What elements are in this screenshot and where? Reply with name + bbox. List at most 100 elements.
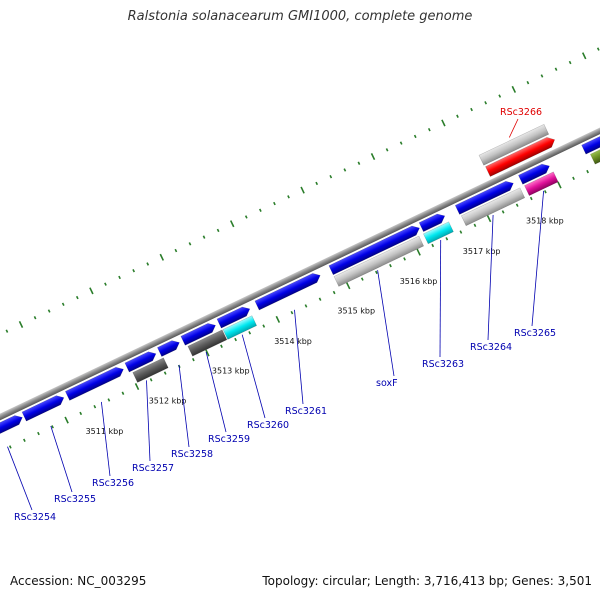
gene-label[interactable]: soxF bbox=[376, 378, 398, 389]
gene-label[interactable]: RSc3264 bbox=[470, 342, 512, 353]
gene-label[interactable]: RSc3265 bbox=[514, 328, 556, 339]
outer-tick bbox=[427, 127, 431, 132]
kbp-tick-label: 3518 kbp bbox=[526, 217, 564, 226]
outer-tick bbox=[343, 168, 347, 172]
inner-tick bbox=[346, 282, 351, 290]
gene-leader-line bbox=[146, 380, 151, 462]
gray-rsc3264[interactable] bbox=[460, 187, 526, 227]
outer-tick bbox=[61, 302, 65, 306]
outer-tick bbox=[104, 282, 107, 286]
outer-tick-ring bbox=[5, 47, 600, 333]
inner-tick bbox=[93, 404, 97, 409]
gene-label[interactable]: RSc3263 bbox=[422, 359, 464, 370]
cds-rsc3265[interactable] bbox=[518, 161, 551, 185]
cds-rsc3264[interactable] bbox=[454, 179, 515, 215]
inner-tick bbox=[37, 431, 40, 436]
gene-leader-line bbox=[377, 270, 395, 377]
rrna-rsc3259[interactable] bbox=[187, 329, 228, 357]
inner-tick bbox=[134, 383, 140, 391]
inner-tick-ring bbox=[8, 169, 589, 449]
gene-label[interactable]: RSc3258 bbox=[171, 449, 213, 460]
inner-tick bbox=[275, 315, 281, 323]
rrna-rsc3257[interactable] bbox=[132, 357, 169, 383]
feature-track bbox=[0, 113, 600, 449]
outer-tick bbox=[470, 107, 473, 112]
cds-rsc3258[interactable] bbox=[157, 338, 181, 357]
gene-leader-line bbox=[205, 351, 227, 433]
cds-rsc3261[interactable] bbox=[254, 271, 322, 311]
cds-rsc3260[interactable] bbox=[216, 304, 252, 329]
inner-tick bbox=[360, 277, 364, 281]
gene-label[interactable]: RSc3266 bbox=[500, 107, 542, 118]
inner-tick bbox=[501, 210, 505, 214]
outer-tick bbox=[581, 52, 587, 60]
outer-tick bbox=[456, 114, 459, 118]
inner-tick bbox=[375, 270, 378, 275]
misc-rsc3267[interactable] bbox=[590, 122, 600, 165]
outer-tick bbox=[385, 148, 389, 152]
inner-tick bbox=[107, 398, 111, 402]
outer-tick bbox=[273, 201, 276, 206]
cds-soxf[interactable] bbox=[328, 223, 422, 276]
gene-leader-line bbox=[439, 239, 442, 358]
gray-soxf[interactable] bbox=[333, 235, 424, 287]
genome-summary: Topology: circular; Length: 3,716,413 bp… bbox=[262, 574, 592, 588]
outer-tick bbox=[47, 309, 51, 313]
cds-rsc3254[interactable] bbox=[0, 413, 25, 449]
inner-tick bbox=[79, 411, 83, 416]
outer-tick bbox=[287, 195, 290, 199]
outer-tick bbox=[146, 262, 150, 266]
inner-tick bbox=[586, 169, 589, 174]
outer-tick bbox=[75, 295, 79, 300]
cds-rsc3263[interactable] bbox=[418, 211, 447, 232]
kbp-tick-label: 3512 kbp bbox=[149, 397, 187, 406]
gene-leader-line bbox=[7, 446, 33, 511]
gene-label[interactable]: RSc3259 bbox=[208, 434, 250, 445]
outer-tick bbox=[18, 320, 24, 328]
outer-tick bbox=[511, 85, 517, 93]
outer-tick bbox=[399, 141, 403, 145]
outer-tick bbox=[174, 248, 178, 253]
gene-label[interactable]: RSc3254 bbox=[14, 512, 56, 523]
cds-rsc3259[interactable] bbox=[180, 321, 218, 346]
outer-tick bbox=[357, 161, 361, 165]
gene-leader-line bbox=[241, 334, 266, 419]
gray-rsc3266[interactable] bbox=[478, 123, 550, 166]
outer-tick bbox=[33, 316, 37, 320]
misc-rsc3265[interactable] bbox=[524, 171, 559, 196]
inner-tick bbox=[557, 181, 562, 189]
inner-tick bbox=[416, 248, 421, 256]
inner-tick bbox=[290, 310, 294, 315]
inner-tick bbox=[262, 324, 266, 328]
outer-tick bbox=[315, 181, 319, 186]
inner-tick bbox=[486, 215, 492, 223]
inner-tick bbox=[543, 190, 547, 194]
gene-label[interactable]: RSc3256 bbox=[92, 478, 134, 489]
gene-label[interactable]: RSc3260 bbox=[247, 420, 289, 431]
misc-rsc3263[interactable] bbox=[423, 221, 454, 245]
gene-leader-line bbox=[508, 118, 519, 138]
cds-rsc3257[interactable] bbox=[124, 349, 158, 373]
outer-tick bbox=[188, 242, 192, 246]
kbp-tick-label: 3514 kbp bbox=[274, 337, 312, 346]
gene-label[interactable]: RSc3261 bbox=[285, 406, 327, 417]
inner-tick bbox=[8, 445, 12, 449]
inner-tick bbox=[572, 176, 575, 181]
misc-rsc3260[interactable] bbox=[222, 315, 257, 340]
outer-tick bbox=[300, 186, 305, 194]
cds-rsc3256[interactable] bbox=[65, 365, 125, 401]
inner-tick bbox=[121, 391, 125, 395]
inner-tick bbox=[529, 196, 533, 201]
inner-tick bbox=[149, 378, 153, 382]
cds-rsc3255[interactable] bbox=[21, 393, 66, 422]
cds-rsc3266[interactable] bbox=[485, 135, 557, 177]
gene-leader-line bbox=[178, 364, 190, 448]
inner-tick bbox=[205, 349, 210, 357]
gene-label[interactable]: RSc3257 bbox=[132, 463, 174, 474]
inner-tick bbox=[163, 371, 167, 375]
gene-label[interactable]: RSc3255 bbox=[54, 494, 96, 505]
inner-tick bbox=[234, 337, 237, 342]
outer-tick bbox=[498, 94, 502, 98]
inner-tick bbox=[445, 237, 449, 241]
